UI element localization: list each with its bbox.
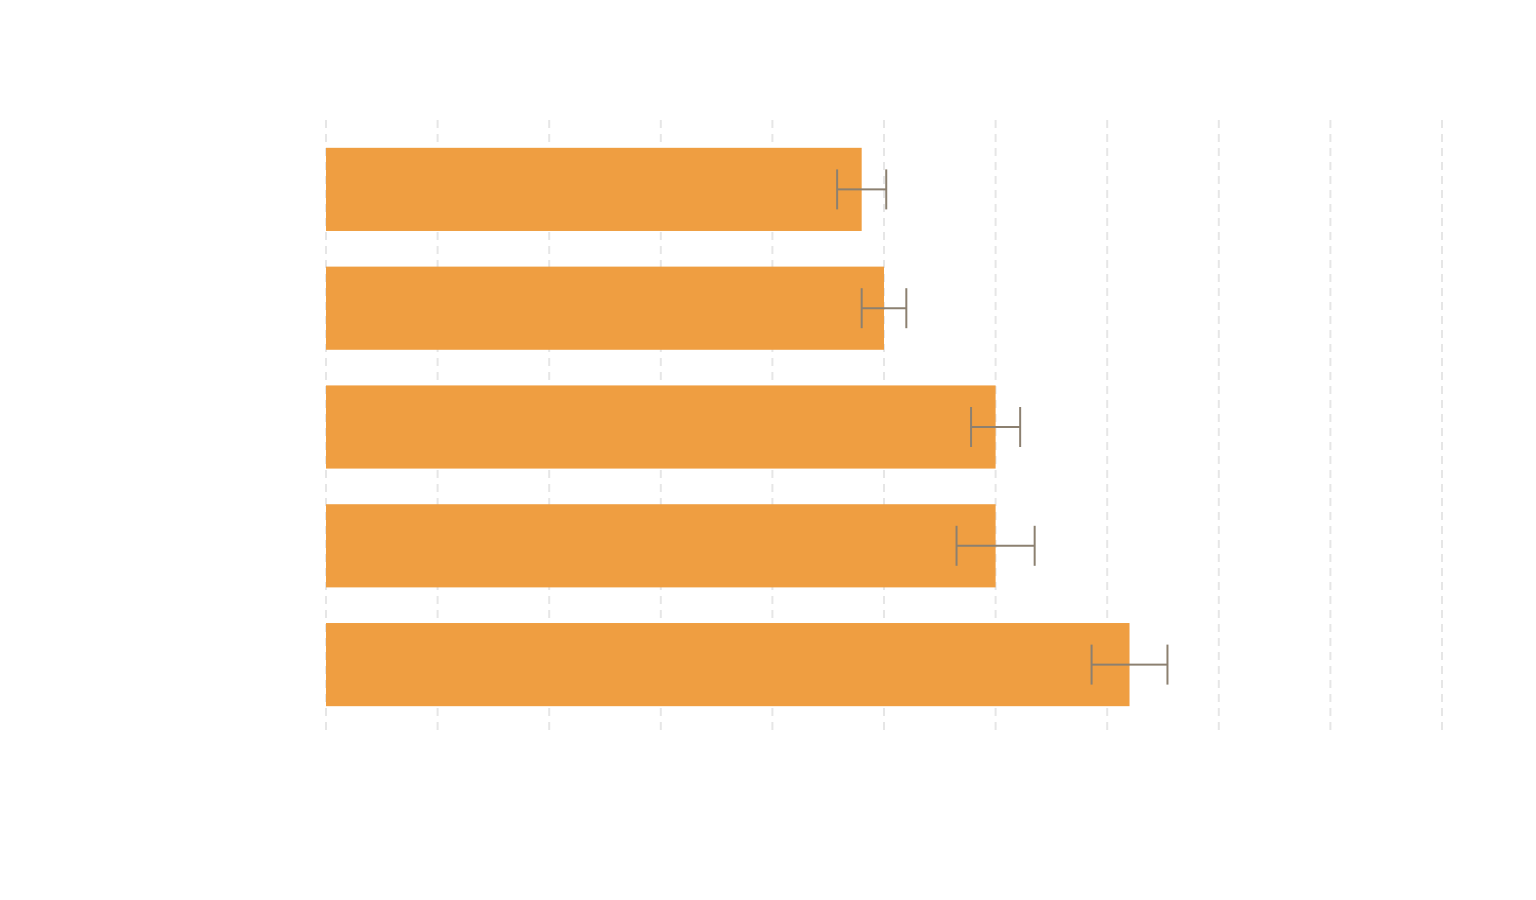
bar bbox=[326, 147, 862, 231]
bar bbox=[326, 385, 996, 469]
bar bbox=[326, 266, 884, 350]
bar bbox=[326, 504, 996, 588]
bar bbox=[326, 623, 1130, 707]
